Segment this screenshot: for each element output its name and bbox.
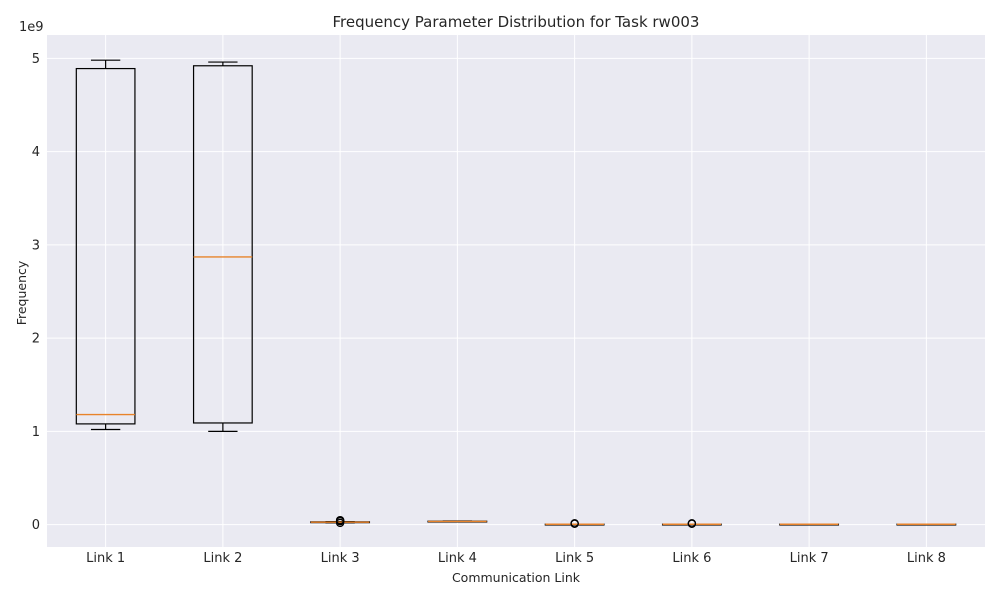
box-5 [544, 519, 605, 528]
x-axis-label: Communication Link [452, 570, 581, 585]
x-tick-label: Link 1 [86, 551, 125, 566]
x-tick-label: Link 2 [203, 551, 242, 566]
plot-area [47, 35, 985, 547]
box-8 [896, 523, 957, 526]
outlier-point [335, 515, 345, 525]
iqr-box [192, 65, 253, 424]
boxes [75, 59, 957, 528]
y-tick-label: 1 [32, 425, 40, 440]
box-7 [779, 523, 840, 526]
box-2 [192, 61, 253, 432]
chart-title: Frequency Parameter Distribution for Tas… [333, 13, 700, 31]
outlier-point [687, 519, 697, 528]
y-multiplier-label: 1e9 [19, 20, 44, 35]
y-tick-label: 0 [32, 518, 40, 533]
x-tick-label: Link 8 [907, 551, 946, 566]
x-tick-label: Link 7 [790, 551, 829, 566]
box-6 [661, 519, 722, 528]
box-1 [75, 59, 136, 431]
x-tick-label: Link 3 [321, 551, 360, 566]
tick-labels: 0 1 2 3 4 5 Link 1 Link 2 Link 3 Link 4 Link 5 Link… [32, 52, 946, 566]
y-tick-label: 2 [32, 332, 40, 347]
box-3 [310, 515, 371, 528]
x-tick-label: Link 5 [555, 551, 594, 566]
grid-lines [47, 35, 985, 547]
y-tick-label: 4 [32, 145, 40, 160]
outlier-point [570, 519, 579, 528]
y-tick-label: 5 [32, 52, 40, 67]
y-axis-label: Frequency [14, 260, 29, 325]
x-tick-label: Link 6 [672, 551, 711, 566]
iqr-box [75, 67, 136, 425]
outlier-point [335, 518, 345, 528]
y-tick-label: 3 [32, 238, 40, 253]
box-4 [427, 520, 488, 523]
x-tick-label: Link 4 [438, 551, 477, 566]
